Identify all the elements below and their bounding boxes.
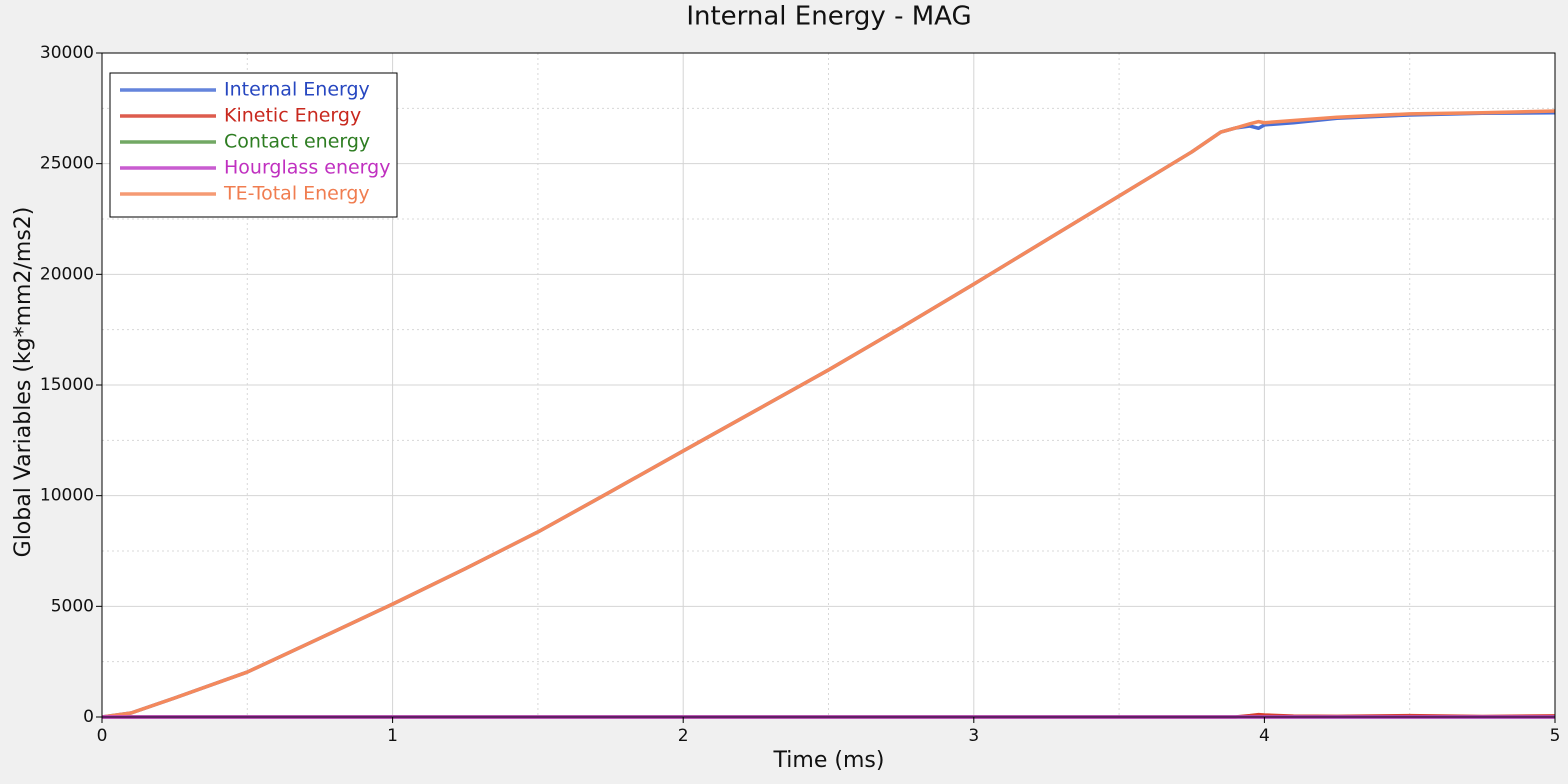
chart-title: Internal Energy - MAG xyxy=(686,2,971,32)
y-tick-label: 10000 xyxy=(40,486,94,506)
y-tick-label: 30000 xyxy=(40,43,94,63)
x-tick-label: 2 xyxy=(678,726,689,746)
legend: Internal Energy Kinetic Energy Contact ene… xyxy=(109,72,398,218)
x-tick-label: 3 xyxy=(968,726,979,746)
y-tick-label: 0 xyxy=(83,707,94,727)
legend-label: Kinetic Energy xyxy=(224,105,361,127)
legend-label: TE-Total Energy xyxy=(223,183,370,205)
x-axis-label: Time (ms) xyxy=(773,748,885,773)
y-tick-label: 25000 xyxy=(40,154,94,174)
x-tick-label: 4 xyxy=(1259,726,1270,746)
legend-label: Hourglass energy xyxy=(224,157,390,179)
y-axis-label: Global Variables (kg*mm2/ms2) xyxy=(11,207,36,558)
legend-label: Internal Energy xyxy=(224,79,370,101)
y-tick-label: 20000 xyxy=(40,264,94,284)
x-tick-label: 1 xyxy=(387,726,398,746)
x-tick-label: 0 xyxy=(97,726,108,746)
y-tick-label: 15000 xyxy=(40,375,94,395)
legend-label: Contact energy xyxy=(224,131,370,153)
y-tick-label: 5000 xyxy=(51,596,94,616)
x-tick-label: 5 xyxy=(1550,726,1561,746)
axes: 0 1 2 3 4 5 0 5000 10000 15000 20000 25000 30000 xyxy=(40,43,1561,746)
series-line xyxy=(101,109,1556,719)
